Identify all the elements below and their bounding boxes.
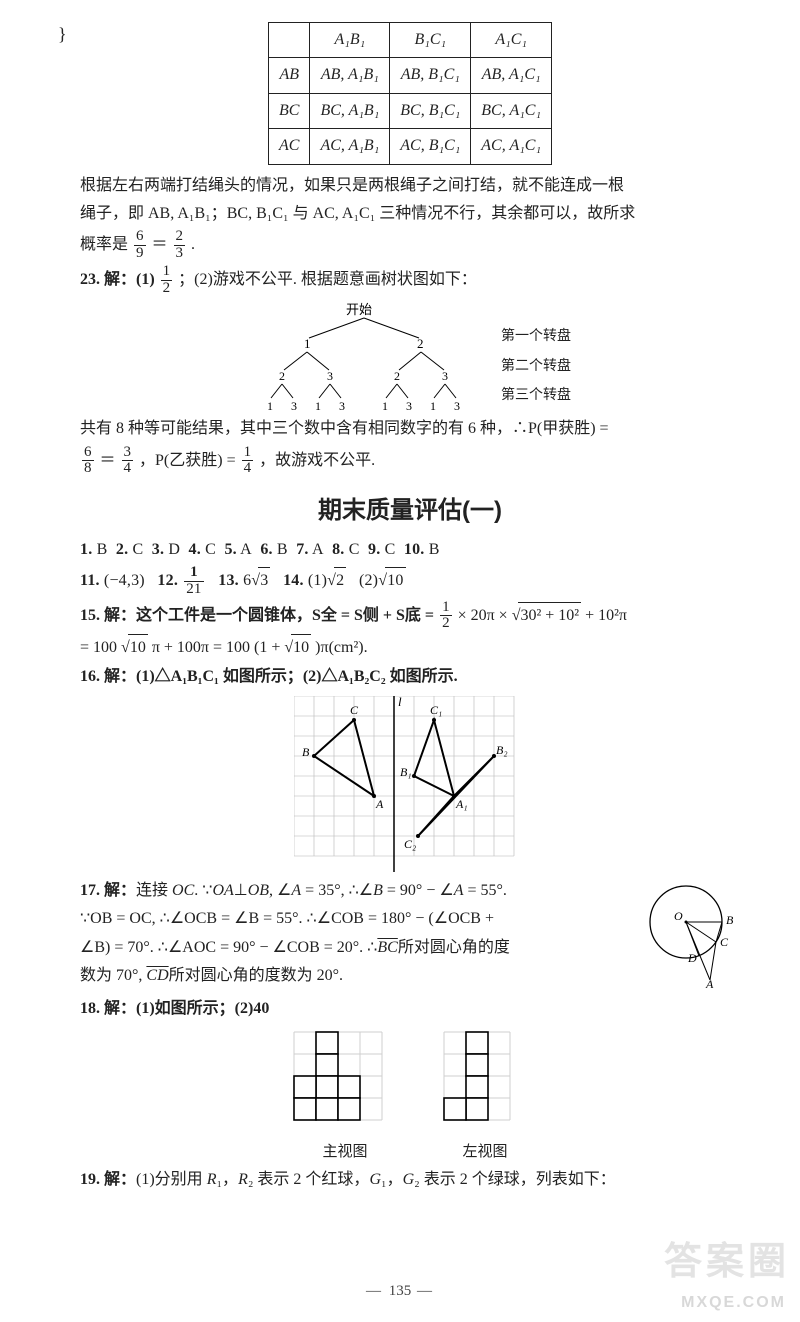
svg-text:3: 3 bbox=[291, 399, 297, 412]
cell-1-2: BC, A₁C₁ bbox=[471, 93, 552, 128]
cell-2-2: AC, A₁C₁ bbox=[471, 129, 552, 164]
tree-svg: 开始 1 2 2 3 2 3 1 3 1 3 1 3 1 3 bbox=[249, 302, 489, 412]
cell-2-0: AC, A₁B₁ bbox=[310, 129, 390, 164]
svg-text:C₁: C₁ bbox=[430, 703, 442, 717]
q17-b: ∵OB = OC, ∴∠OCB = ∠B = 55°. ∴∠COB = 180°… bbox=[80, 906, 740, 932]
svg-text:1: 1 bbox=[430, 399, 436, 412]
svg-text:B₁: B₁ bbox=[400, 765, 412, 779]
svg-text:C: C bbox=[350, 703, 359, 717]
q18: 18. 解：(1)如图所示；(2)40 bbox=[80, 996, 740, 1022]
frac-6-8: 6 8 bbox=[82, 445, 94, 478]
stray-mark: } bbox=[58, 20, 67, 50]
cell-0-2: AB, A₁C₁ bbox=[471, 58, 552, 93]
q23-line3: 6 8 ＝ 3 4 ，P(乙获胜) = 1 4 ，故游戏不公平. bbox=[80, 445, 740, 478]
svg-text:B₂: B₂ bbox=[496, 743, 508, 757]
q23-line2: 共有 8 种等可能结果，其中三个数中含有相同数字的有 6 种，∴P(甲获胜) = bbox=[80, 416, 740, 442]
q16: 16. 解：(1)△A₁B₁C₁ 如图所示；(2)△A₁B₂C₂ 如图所示. bbox=[80, 664, 740, 690]
q19: 19. 解：(1)分别用 R₁，R₂ 表示 2 个红球，G₁，G₂ 表示 2 个… bbox=[80, 1167, 740, 1193]
svg-text:2: 2 bbox=[417, 336, 424, 351]
svg-text:A: A bbox=[375, 797, 384, 811]
frac-3-4: 3 4 bbox=[122, 445, 134, 478]
svg-text:开始: 开始 bbox=[346, 302, 372, 317]
fill-answers: 11. (−4,3) 12. 1 21 13. 63 14. (1)2 (2)1… bbox=[80, 565, 740, 598]
para-1c-pre: 概率是 bbox=[80, 236, 128, 253]
svg-text:B: B bbox=[726, 913, 734, 927]
frac-2-3: 2 3 bbox=[174, 229, 186, 262]
svg-text:3: 3 bbox=[454, 399, 460, 412]
row-head-1: AB bbox=[268, 58, 309, 93]
frac-1-4: 1 4 bbox=[242, 445, 254, 478]
svg-text:O: O bbox=[674, 909, 683, 923]
para-1a: 根据左右两端打结绳头的情况，如果只是两根绳子之间打结，就不能连成一根 bbox=[80, 173, 740, 199]
svg-text:3: 3 bbox=[339, 399, 345, 412]
svg-text:1: 1 bbox=[267, 399, 273, 412]
frac-1-21: 1 21 bbox=[184, 565, 203, 598]
main-view: 主视图 bbox=[290, 1028, 400, 1164]
tree-diagram: 开始 1 2 2 3 2 3 1 3 1 3 1 3 1 3 第一个转盘 第 bbox=[200, 302, 620, 412]
svg-text:A₁: A₁ bbox=[455, 797, 468, 811]
q17-d: 数为 70°, CD所对圆心角的度数为 20°. bbox=[80, 963, 740, 989]
tree-labels: 第一个转盘 第二个转盘 第三个转盘 bbox=[501, 302, 571, 410]
q23-line1: 23. 解：(1) 1 2 ；(2)游戏不公平. 根据题意画树状图如下： bbox=[80, 264, 740, 297]
cell-1-1: BC, B₁C₁ bbox=[390, 93, 471, 128]
svg-text:2: 2 bbox=[394, 369, 400, 383]
col-head-3: A₁C₁ bbox=[471, 23, 552, 58]
q17-a2: 17. 解：连接 OC. ∵OA⊥OB, ∠A = 35°, ∴∠B = 90°… bbox=[80, 878, 740, 904]
svg-text:3: 3 bbox=[442, 369, 448, 383]
q15-line1: 15. 解：这个工件是一个圆锥体，S全 = S侧 + S底 = 1 2 × 20… bbox=[80, 600, 740, 633]
q23-mid: ；(2)游戏不公平. 根据题意画树状图如下： bbox=[178, 271, 477, 288]
view-figures: 主视图 左视图 bbox=[80, 1028, 740, 1164]
svg-text:l: l bbox=[398, 696, 402, 709]
svg-text:C: C bbox=[720, 935, 729, 949]
row-head-3: AC bbox=[268, 129, 309, 164]
left-view: 左视图 bbox=[440, 1028, 530, 1164]
q17-label: 17. 解： bbox=[80, 882, 136, 899]
svg-text:1: 1 bbox=[315, 399, 321, 412]
frac-6-9: 6 9 bbox=[134, 229, 146, 262]
svg-text:1: 1 bbox=[382, 399, 388, 412]
mc-answers: 1. B 2. C 3. D 4. C 5. A 6. B 7. A 8. C … bbox=[80, 537, 740, 563]
page: } A₁B₁ B₁C₁ A₁C₁ AB AB, A₁B₁ AB, B₁C₁ AB… bbox=[0, 0, 800, 1322]
svg-text:3: 3 bbox=[327, 369, 333, 383]
para-1b: 绳子，即 AB, A₁B₁；BC, B₁C₁ 与 AC, A₁C₁ 三种情况不行… bbox=[80, 201, 740, 227]
q17-c: ∠B) = 70°. ∴∠AOC = 90° − ∠COB = 20°. ∴BC… bbox=[80, 935, 740, 961]
frac-1-2b: 1 2 bbox=[440, 600, 452, 633]
page-number: 135 bbox=[0, 1279, 800, 1304]
svg-text:A: A bbox=[705, 977, 714, 990]
q23-label: 23. 解：(1) bbox=[80, 271, 155, 288]
cell-1-0: BC, A₁B₁ bbox=[310, 93, 390, 128]
svg-text:2: 2 bbox=[279, 369, 285, 383]
svg-text:3: 3 bbox=[406, 399, 412, 412]
q15-line2: = 100 10 π + 100π = 100 (1 + 10 )π(cm²). bbox=[80, 634, 740, 661]
section-title: 期末质量评估(一) bbox=[80, 491, 740, 531]
svg-text:D: D bbox=[687, 951, 697, 965]
cell-2-1: AC, B₁C₁ bbox=[390, 129, 471, 164]
svg-text:C₂: C₂ bbox=[404, 837, 416, 851]
row-head-2: BC bbox=[268, 93, 309, 128]
svg-text:B: B bbox=[302, 745, 310, 759]
col-head-1: A₁B₁ bbox=[310, 23, 390, 58]
frac-1-2: 1 2 bbox=[161, 264, 173, 297]
cell-0-0: AB, A₁B₁ bbox=[310, 58, 390, 93]
circle-figure: O B C D A bbox=[644, 880, 740, 990]
svg-text:1: 1 bbox=[304, 336, 311, 351]
cell-0-1: AB, B₁C₁ bbox=[390, 58, 471, 93]
col-head-2: B₁C₁ bbox=[390, 23, 471, 58]
para-1c: 概率是 6 9 ＝ 2 3 . bbox=[80, 229, 740, 262]
grid-figure: l A B C A₁ B₁ C₁ B₂ C₂ bbox=[294, 696, 526, 872]
combination-table: A₁B₁ B₁C₁ A₁C₁ AB AB, A₁B₁ AB, B₁C₁ AB, … bbox=[268, 22, 552, 165]
